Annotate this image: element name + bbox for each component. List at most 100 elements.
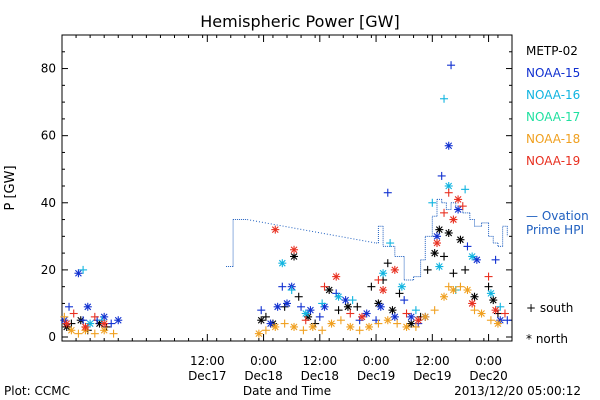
x-tick-date-label: Dec18 xyxy=(244,369,283,383)
timestamp: 2013/12/20 05:00:12 xyxy=(454,384,581,398)
x-tick-time-label: 12:00 xyxy=(415,354,450,368)
data-point-noaa-19-south xyxy=(402,309,411,318)
y-tick-label: 60 xyxy=(41,129,56,143)
data-point-metp-02-north xyxy=(470,292,479,301)
data-point-noaa-16-south xyxy=(428,198,437,207)
legend-south-marker: + south xyxy=(526,301,573,315)
data-point-metp-02-north xyxy=(257,316,266,325)
data-point-noaa-19-south xyxy=(69,309,78,318)
data-point-noaa-18-north xyxy=(440,292,449,301)
data-point-noaa-16-south xyxy=(440,94,449,103)
data-point-noaa-19-north xyxy=(62,319,71,328)
data-point-noaa-15-south xyxy=(79,316,88,325)
ovation-hpi-segment xyxy=(247,219,377,244)
data-point-noaa-18-north xyxy=(254,329,263,338)
data-point-noaa-19-north xyxy=(290,245,299,254)
data-point-metp-02-south xyxy=(449,269,458,278)
data-point-noaa-19-north xyxy=(81,322,90,331)
data-point-noaa-18-north xyxy=(290,322,299,331)
data-point-noaa-18-south xyxy=(470,306,479,315)
data-point-metp-02-north xyxy=(325,286,334,295)
legend-item-noaa-15: NOAA-15 xyxy=(526,66,580,80)
data-point-metp-02-south xyxy=(395,289,404,298)
data-point-metp-02-north xyxy=(290,252,299,261)
y-axis: 0 20 40 60 80 xyxy=(41,51,512,344)
data-point-noaa-16-north xyxy=(301,309,310,318)
data-point-noaa-19-south xyxy=(374,275,383,284)
data-point-noaa-19-north xyxy=(358,312,366,321)
data-point-noaa-16-south xyxy=(411,306,420,315)
data-point-noaa-19-north xyxy=(271,225,280,234)
legend-item-noaa-19: NOAA-19 xyxy=(526,154,580,168)
data-point-noaa-18-south xyxy=(109,329,118,338)
data-point-noaa-18-south xyxy=(261,326,270,335)
legend-item-noaa-16: NOAA-16 xyxy=(526,88,580,102)
data-point-noaa-18-north xyxy=(308,322,317,331)
data-point-noaa-15-south xyxy=(383,188,392,197)
data-points xyxy=(60,61,512,338)
x-tick-time-label: 0:00 xyxy=(250,354,277,368)
data-point-noaa-18-north xyxy=(346,322,355,331)
data-point-noaa-16-north xyxy=(397,282,406,291)
data-point-noaa-15-south xyxy=(400,296,409,305)
data-point-noaa-19-north xyxy=(449,215,458,224)
data-point-noaa-15-south xyxy=(278,282,287,291)
data-point-noaa-18-south xyxy=(411,322,420,331)
data-point-noaa-19-north xyxy=(414,316,423,325)
data-point-noaa-15-south xyxy=(437,171,446,180)
data-point-noaa-18-north xyxy=(271,322,280,331)
x-tick-date-label: Dec19 xyxy=(413,369,452,383)
data-point-noaa-19-north xyxy=(433,239,441,248)
data-point-noaa-16-south xyxy=(287,286,296,295)
data-point-noaa-18-north xyxy=(365,322,374,331)
data-point-metp-02-north xyxy=(343,302,352,311)
data-point-noaa-18-north xyxy=(477,309,486,318)
data-point-noaa-15-south xyxy=(65,302,74,311)
data-point-noaa-19-north xyxy=(390,265,399,274)
data-point-noaa-16-north xyxy=(435,262,444,271)
x-tick-time-label: 0:00 xyxy=(363,354,390,368)
chart-title: Hemispheric Power [GW] xyxy=(200,12,399,31)
y-tick-label: 20 xyxy=(41,263,56,277)
y-tick-label: 80 xyxy=(41,62,56,76)
x-tick-date-label: Dec18 xyxy=(301,369,340,383)
data-point-noaa-18-south xyxy=(60,312,69,321)
data-point-noaa-16-north xyxy=(334,292,343,301)
data-point-noaa-19-north xyxy=(100,319,109,328)
data-point-metp-02-north xyxy=(456,235,465,244)
x-tick-time-label: 12:00 xyxy=(190,354,225,368)
data-point-noaa-19-north xyxy=(468,299,477,308)
x-tick-time-label: 0:00 xyxy=(475,354,502,368)
data-point-noaa-16-south xyxy=(386,239,395,248)
data-point-noaa-18-north xyxy=(327,319,336,328)
data-point-noaa-15-north xyxy=(472,255,481,264)
data-point-noaa-19-south xyxy=(320,282,329,291)
data-point-noaa-15-south xyxy=(297,302,306,311)
data-point-noaa-16-south xyxy=(461,185,470,194)
data-point-noaa-18-north xyxy=(383,316,392,325)
data-point-noaa-15-north xyxy=(362,309,371,318)
data-point-noaa-16-north xyxy=(486,289,495,298)
data-point-noaa-19-south xyxy=(301,316,310,325)
data-point-noaa-19-south xyxy=(458,202,467,211)
data-point-noaa-18-south xyxy=(74,329,83,338)
y-tick-label: 0 xyxy=(48,330,56,344)
data-point-noaa-18-north xyxy=(493,319,502,328)
data-point-metp-02-south xyxy=(294,292,303,301)
data-point-metp-02-north xyxy=(444,228,453,237)
data-point-noaa-18-south xyxy=(456,282,465,291)
data-point-noaa-19-south xyxy=(90,312,99,321)
data-point-noaa-15-north xyxy=(444,141,453,150)
plot-credit: Plot: CCMC xyxy=(4,384,70,398)
data-point-noaa-18-north xyxy=(421,312,430,321)
data-point-noaa-15-north xyxy=(266,319,275,328)
data-point-noaa-15-north xyxy=(306,306,315,315)
legend-item-noaa-18: NOAA-18 xyxy=(526,132,580,146)
data-point-noaa-18-north xyxy=(67,326,76,335)
data-point-noaa-15-south xyxy=(315,312,324,321)
legend-item-noaa-17: NOAA-17 xyxy=(526,110,580,124)
data-point-noaa-18-north xyxy=(402,322,411,331)
data-point-noaa-15-north xyxy=(341,296,350,305)
